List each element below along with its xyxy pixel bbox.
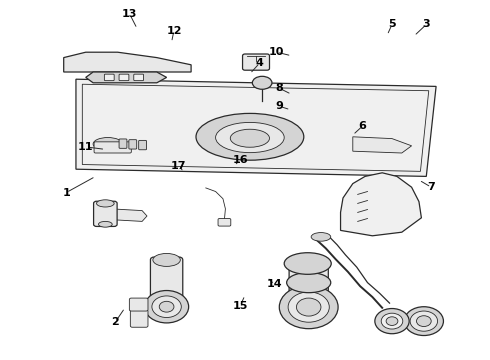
Ellipse shape [287,273,331,293]
FancyBboxPatch shape [104,74,114,81]
Text: 10: 10 [269,47,285,57]
Text: 9: 9 [275,101,283,111]
Polygon shape [341,173,421,236]
FancyBboxPatch shape [119,139,127,148]
Ellipse shape [152,296,181,318]
Ellipse shape [196,113,304,160]
Text: 13: 13 [122,9,138,19]
Polygon shape [76,79,436,176]
FancyBboxPatch shape [289,260,328,311]
FancyBboxPatch shape [119,74,129,81]
Ellipse shape [98,221,112,227]
Text: 11: 11 [78,142,94,152]
FancyBboxPatch shape [130,310,148,327]
Text: 12: 12 [166,26,182,36]
Text: 1: 1 [62,188,70,198]
Ellipse shape [404,307,443,336]
Text: 7: 7 [427,182,435,192]
Ellipse shape [252,76,272,89]
Ellipse shape [410,311,438,331]
Ellipse shape [416,316,431,327]
FancyBboxPatch shape [218,219,231,226]
Ellipse shape [288,292,329,322]
Ellipse shape [230,129,270,147]
Text: 14: 14 [267,279,282,289]
FancyBboxPatch shape [94,142,131,153]
Polygon shape [110,209,147,221]
Polygon shape [86,72,167,83]
Text: 2: 2 [111,317,119,327]
Ellipse shape [375,309,409,334]
Ellipse shape [381,313,403,329]
FancyBboxPatch shape [134,74,144,81]
Ellipse shape [216,122,284,153]
Text: 15: 15 [232,301,248,311]
Ellipse shape [284,253,331,274]
Text: 6: 6 [359,121,367,131]
Polygon shape [353,137,412,153]
Ellipse shape [153,253,180,266]
FancyBboxPatch shape [94,201,117,226]
FancyBboxPatch shape [129,140,137,149]
Polygon shape [64,52,191,72]
Ellipse shape [293,257,324,271]
Ellipse shape [279,285,338,329]
Text: 16: 16 [232,155,248,165]
FancyBboxPatch shape [139,140,147,150]
Ellipse shape [145,291,189,323]
Ellipse shape [93,138,122,150]
Text: 5: 5 [388,19,396,30]
Text: 8: 8 [275,83,283,93]
Ellipse shape [159,301,174,312]
Text: 3: 3 [422,19,430,30]
Ellipse shape [97,200,114,207]
FancyBboxPatch shape [129,298,148,311]
Ellipse shape [386,317,398,325]
FancyBboxPatch shape [243,54,270,70]
Text: 17: 17 [171,161,187,171]
FancyBboxPatch shape [150,257,183,310]
Ellipse shape [311,233,331,241]
Text: 4: 4 [256,58,264,68]
Ellipse shape [296,298,321,316]
